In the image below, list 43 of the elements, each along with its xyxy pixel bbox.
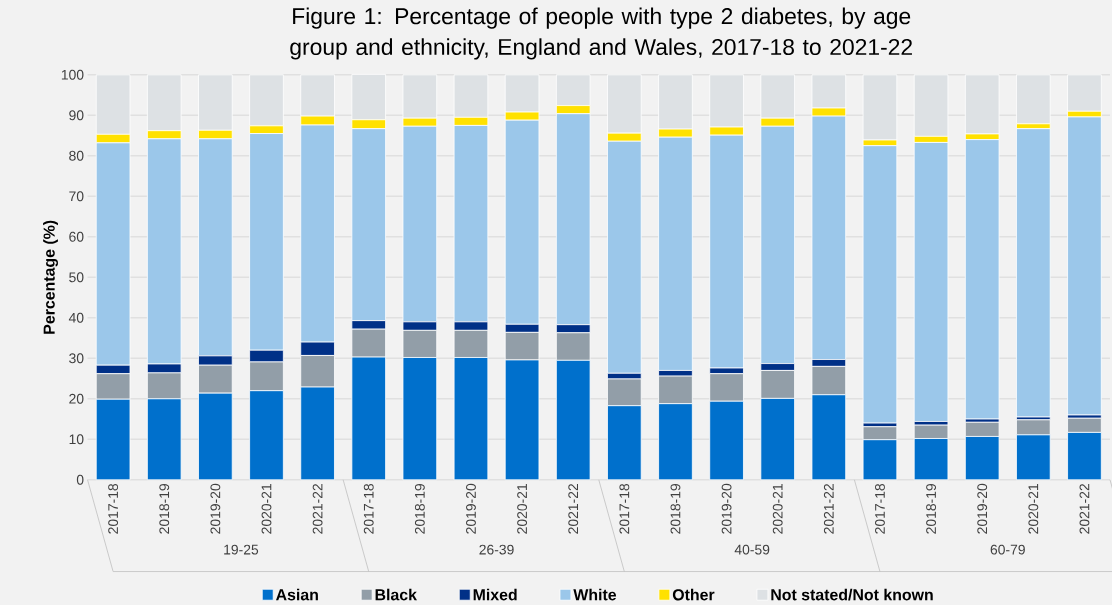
x-tick-label: 2019-20 [721, 483, 732, 534]
legend-label: Mixed [473, 588, 517, 601]
y-tick-label: 10 [69, 434, 84, 444]
x-tick-label: 2021-22 [568, 483, 579, 534]
x-tick-label: 2021-22 [823, 483, 834, 534]
x-tick-label: 2018-19 [670, 483, 681, 534]
text: 26-39 [479, 544, 514, 555]
x-tick-label: 2020-21 [261, 483, 272, 534]
text: 40-59 [734, 544, 770, 555]
text: 19-25 [224, 544, 259, 555]
x-tick-label: 2019-20 [977, 483, 988, 534]
x-tick-label: 2020-21 [772, 483, 783, 534]
legend-label: Asian [275, 588, 318, 601]
y-tick-label: 0 [76, 474, 84, 485]
x-tick-label: 2018-19 [414, 483, 425, 534]
x-tick-label: 2020-21 [517, 483, 528, 534]
y-axis-title: Percentage (%) [43, 220, 58, 334]
y-tick-label: 90 [69, 110, 84, 120]
x-tick-label: 2020-21 [1028, 483, 1039, 534]
y-tick-label: 20 [69, 393, 84, 404]
x-tick-label: 2017-18 [363, 483, 374, 534]
y-tick-label: 50 [69, 272, 84, 282]
y-tick-label: 30 [69, 353, 84, 363]
y-tick-label: 80 [69, 150, 84, 161]
text: 60-79 [990, 544, 1025, 555]
x-tick-label: 2018-19 [926, 483, 937, 534]
x-tick-label: 2021-22 [1079, 483, 1090, 534]
y-tick-label: 40 [68, 312, 84, 323]
legend-label: Black [375, 588, 417, 601]
x-tick-label: 2017-18 [875, 483, 885, 534]
y-tick-label: 60 [69, 231, 84, 242]
legend-label: Other [672, 588, 715, 601]
chart-title: Figure 1: Percentage of people with type 2 diabetes, by age group and ethnicity, England and Wales, 2017-18 to 2021-22 [290, 7, 912, 60]
y-tick-label: 70 [69, 191, 84, 201]
legend-label: White [573, 588, 617, 601]
x-tick-label: 2019-20 [466, 483, 476, 534]
x-tick-label: 2017-18 [108, 483, 119, 534]
x-tick-label: 2017-18 [619, 483, 630, 534]
y-tick-label: 100 [61, 69, 84, 80]
legend-label: Not stated/Not known [771, 588, 933, 601]
x-tick-label: 2021-22 [312, 483, 323, 534]
x-tick-label: 2018-19 [159, 483, 170, 534]
x-tick-label: 2019-20 [210, 483, 221, 534]
